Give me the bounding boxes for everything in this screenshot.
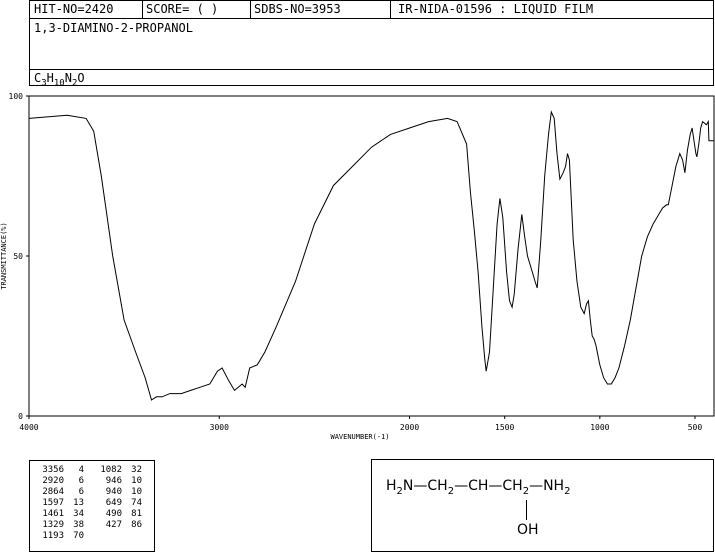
peak-transmittance: 74 [131, 498, 142, 508]
formula-element: C [34, 71, 42, 85]
peak-wavenumber: 3356 [42, 465, 64, 475]
peak-row: 946 10 [94, 476, 142, 487]
formula-element: H [46, 71, 54, 85]
peak-row: 1193 70 [36, 531, 84, 542]
formula-count: 10 [53, 78, 65, 89]
x-tick-label: 3000 [210, 423, 229, 432]
y-axis: 0 50 100 [9, 92, 29, 421]
peak-transmittance: 38 [73, 520, 84, 530]
peak-row: 1082 32 [94, 465, 142, 476]
peak-transmittance: 6 [78, 487, 84, 497]
peak-transmittance: 86 [131, 520, 142, 530]
header-divider [390, 1, 391, 18]
header-divider [142, 1, 143, 18]
y-tick-label: 0 [18, 412, 23, 421]
structure-bond: — [454, 478, 469, 494]
hit-number: HIT-NO=2420 [34, 2, 114, 16]
structure-atom: N— [402, 478, 428, 494]
peak-wavenumber: 940 [105, 487, 122, 497]
x-tick-label: 500 [688, 423, 703, 432]
ir-spectrum-chart: 0 50 100 4000 3000 2000 1500 1000 500 WAVENUMBE… [0, 92, 715, 441]
peak-row: 3356 4 [36, 465, 84, 476]
structure-count: 2 [564, 485, 571, 497]
peak-row: 490 81 [94, 509, 142, 520]
peak-row: 427 86 [94, 520, 142, 531]
peak-wavenumber: 2864 [42, 487, 64, 497]
molecular-formula: C3H10N2O [34, 71, 85, 88]
peak-wavenumber: 427 [105, 520, 122, 530]
structure-bond: — [529, 478, 544, 494]
structure-group: CH [502, 478, 523, 494]
structure-count: 2 [522, 485, 530, 497]
formula-element: N [64, 71, 72, 85]
spectrum-source: IR-NIDA-01596 : LIQUID FILM [398, 2, 594, 16]
peak-table: 3356 4 2920 6 2864 6 1597 13 1461 34 1329 38 1193 70 … [29, 460, 155, 552]
peak-transmittance: 10 [131, 487, 142, 497]
peak-column: 1082 32 946 10 940 10 649 74 490 81 427 86 [94, 465, 142, 531]
header-divider [250, 1, 251, 18]
hydroxyl-group: OH [517, 522, 539, 538]
peak-wavenumber: 2920 [42, 476, 64, 486]
peak-row: 2864 6 [36, 487, 84, 498]
peak-row: 1597 13 [36, 498, 84, 509]
peak-transmittance: 70 [73, 531, 84, 541]
peak-row: 1461 34 [36, 509, 84, 520]
peak-row: 1329 38 [36, 520, 84, 531]
peak-transmittance: 10 [131, 476, 142, 486]
peak-row: 940 10 [94, 487, 142, 498]
formula-count: 3 [41, 78, 47, 89]
structure-box: H2N—CH2—CH—CH2—NH2 OH [371, 459, 714, 552]
peak-transmittance: 4 [78, 465, 84, 475]
x-tick-label: 1000 [590, 423, 609, 432]
sdbs-number: SDBS-NO=3953 [254, 2, 341, 16]
structure-group: NH [543, 478, 565, 494]
structure-bond-vertical [526, 500, 527, 520]
peak-wavenumber: 490 [105, 509, 122, 519]
structure-group: CH [427, 478, 448, 494]
peak-wavenumber: 1082 [100, 465, 122, 475]
peak-transmittance: 34 [73, 509, 84, 519]
structure-count: 2 [447, 485, 455, 497]
peak-transmittance: 32 [131, 465, 142, 475]
header-box: HIT-NO=2420 SCORE= ( ) SDBS-NO=3953 IR-N… [29, 0, 714, 88]
structure-bond: — [488, 478, 503, 494]
peak-wavenumber: 1329 [42, 520, 64, 530]
peak-column: 3356 4 2920 6 2864 6 1597 13 1461 34 1329 38 1193 70 [36, 465, 84, 542]
divider [30, 69, 713, 70]
x-axis: 4000 3000 2000 1500 1000 500 [19, 416, 702, 432]
peak-transmittance: 6 [78, 476, 84, 486]
structure-formula: H2N—CH2—CH—CH2—NH2 [386, 478, 570, 497]
structure-count: 2 [396, 485, 403, 497]
y-tick-label: 50 [13, 252, 23, 261]
peak-row: 649 74 [94, 498, 142, 509]
y-tick-label: 100 [9, 92, 24, 101]
plot-frame [28, 95, 715, 417]
peak-transmittance: 81 [131, 509, 142, 519]
spectrum-line [28, 110, 714, 401]
peak-wavenumber: 649 [105, 498, 122, 508]
structure-atom: H [386, 478, 397, 494]
peak-wavenumber: 1193 [42, 531, 64, 541]
y-axis-label: TRANSMITTANCE(%) [0, 222, 8, 289]
peak-row: 2920 6 [36, 476, 84, 487]
peak-transmittance: 13 [73, 498, 84, 508]
structure-group: CH [468, 478, 489, 494]
x-tick-label: 2000 [400, 423, 419, 432]
formula-count: 2 [71, 78, 78, 89]
score: SCORE= ( ) [146, 2, 219, 16]
header-row: HIT-NO=2420 SCORE= ( ) SDBS-NO=3953 IR-N… [30, 1, 713, 19]
x-axis-label: WAVENUMBER(-1) [330, 433, 389, 441]
x-tick-label: 1500 [495, 423, 514, 432]
peak-wavenumber: 1597 [42, 498, 64, 508]
peak-wavenumber: 946 [105, 476, 122, 486]
formula-element: O [77, 71, 85, 85]
x-tick-label: 4000 [19, 423, 38, 432]
compound-name: 1,3-DIAMINO-2-PROPANOL [34, 21, 193, 35]
peak-wavenumber: 1461 [42, 509, 64, 519]
